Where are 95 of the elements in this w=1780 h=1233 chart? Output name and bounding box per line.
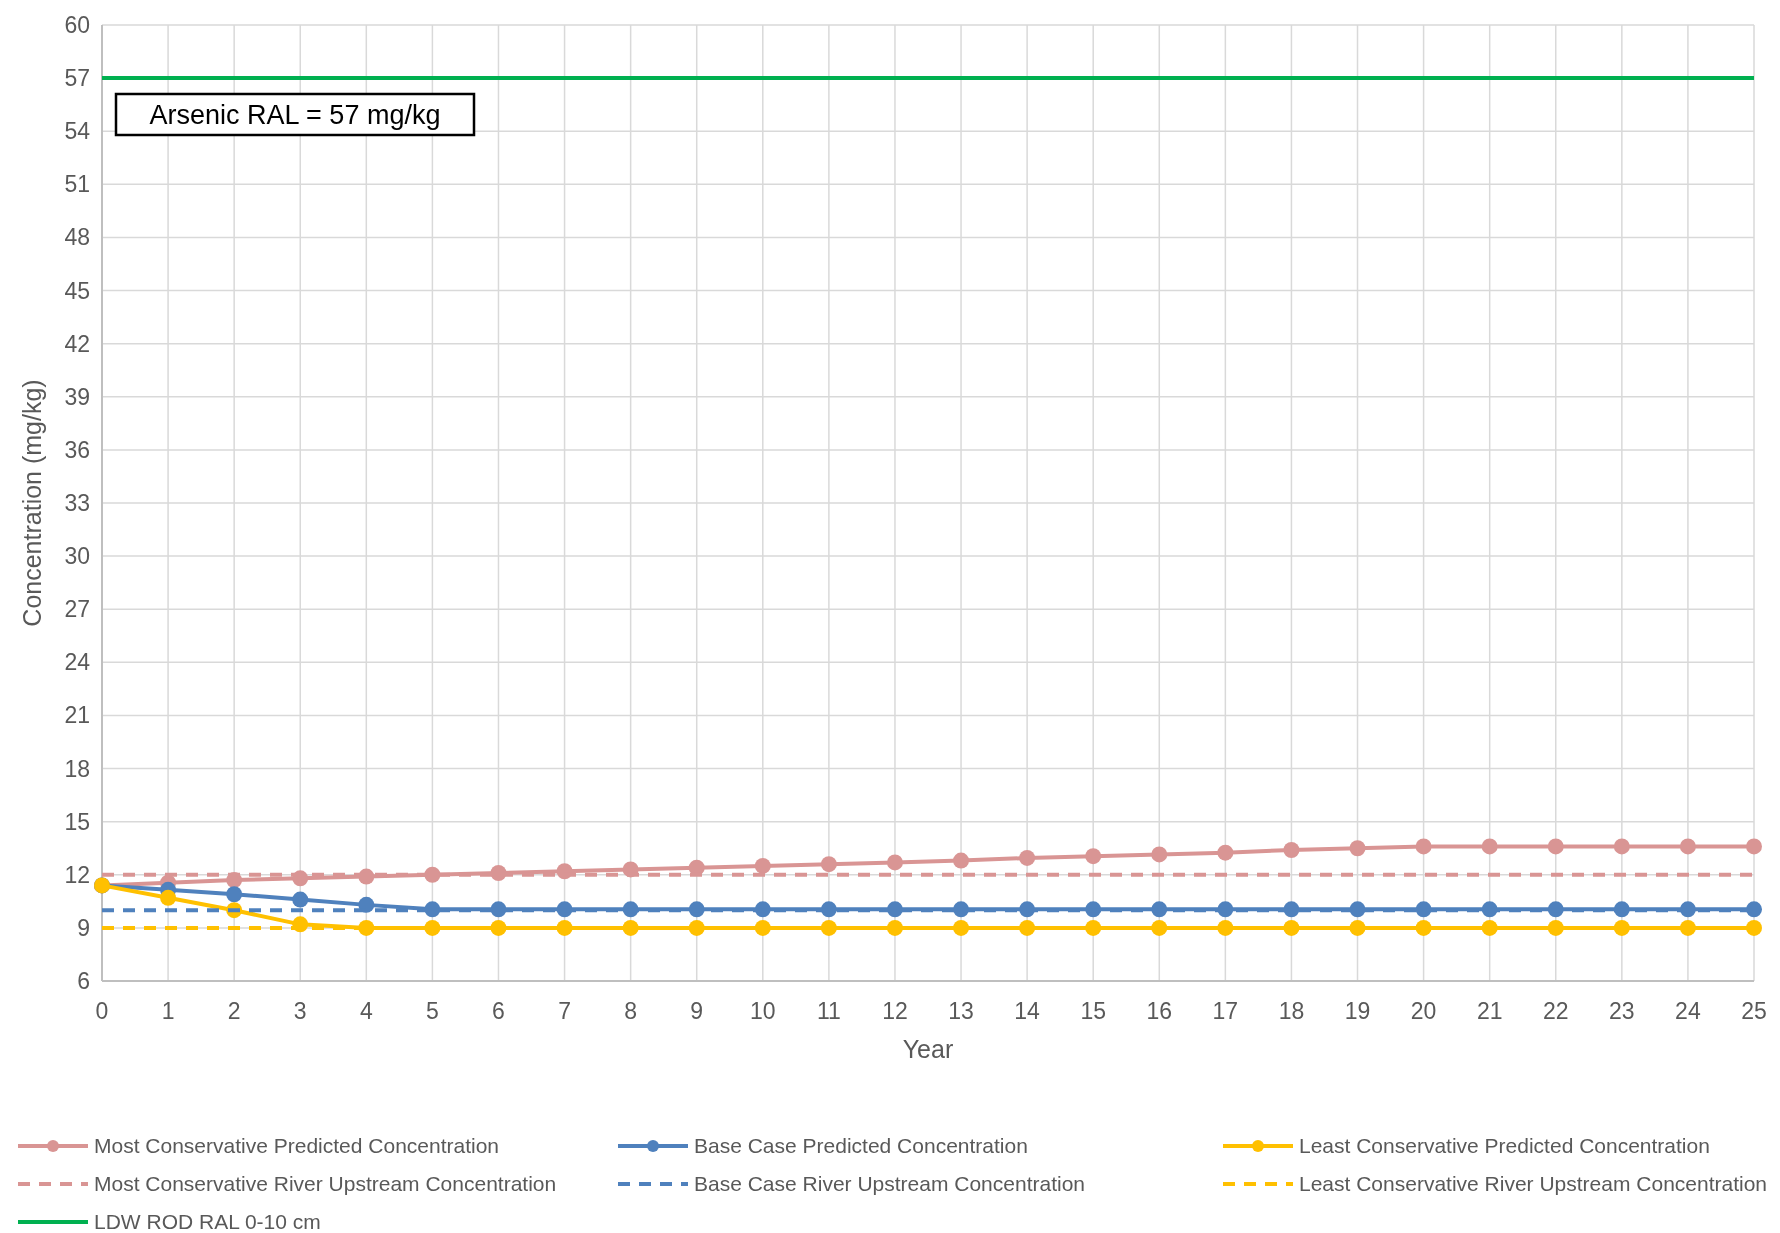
point [160,889,177,906]
y-tick-label: 30 [64,543,90,570]
y-tick-label: 51 [64,171,90,198]
point [1746,919,1762,936]
point [953,919,970,936]
point [622,919,639,936]
x-tick-label: 24 [1675,998,1701,1024]
point [1481,838,1498,855]
x-tick-label: 10 [750,998,776,1024]
y-tick-label: 27 [64,596,90,623]
point [1679,838,1696,855]
legend-label: Base Case River Upstream Concentration [694,1172,1086,1196]
y-tick-label: 6 [77,968,90,995]
x-tick-label: 4 [359,998,373,1024]
point [1085,848,1102,865]
point [1019,849,1036,866]
y-tick-label: 42 [64,330,90,357]
y-tick-label: 60 [64,12,90,39]
y-tick-label: 15 [64,808,90,835]
x-tick-label: 2 [227,998,241,1024]
point [1415,919,1432,936]
x-tick-label: 18 [1278,998,1305,1024]
x-tick-label: 6 [492,998,505,1024]
x-tick-label: 22 [1542,998,1569,1024]
point [1019,919,1036,936]
point [490,919,507,936]
x-tick-label: 17 [1212,998,1239,1024]
x-tick-label: 19 [1344,998,1371,1024]
point [820,856,837,873]
x-tick-label: 14 [1014,998,1041,1024]
point [424,919,441,936]
point [1679,919,1696,936]
y-tick-label: 36 [64,436,90,463]
x-tick-label: 21 [1476,998,1503,1024]
x-tick-label: 0 [95,998,109,1024]
y-tick-label: 24 [64,649,91,676]
point [1085,919,1102,936]
y-tick-label: 54 [64,118,91,145]
y-tick-label: 12 [64,861,90,888]
x-tick-label: 23 [1609,998,1635,1024]
y-tick-label: 39 [64,383,90,410]
point [556,919,573,936]
point [1283,919,1300,936]
x-tick-label: 7 [558,998,571,1024]
y-tick-label: 18 [64,755,90,782]
point [886,919,903,936]
point [754,919,771,936]
x-tick-label: 12 [882,998,908,1024]
point [820,919,837,936]
x-tick-label: 20 [1410,998,1437,1024]
legend-label: Least Conservative River Upstream Concentration [1299,1172,1768,1196]
x-tick-label: 15 [1080,998,1106,1024]
legend-label: Least Conservative Predicted Concentration [1299,1134,1710,1158]
x-tick-label: 11 [816,998,841,1024]
annotation: Arsenic RAL = 57 mg/kg [149,100,441,131]
y-tick-label: 33 [64,490,90,517]
y-tick-label: 45 [64,277,90,304]
y-tick-label: 21 [64,702,90,729]
x-tick-label: 5 [426,998,439,1024]
x-axis-title: Year [902,1035,954,1063]
y-tick-label: 57 [64,65,90,92]
x-tick-label: 25 [1741,998,1767,1024]
point [1746,838,1762,855]
y-tick-label: 48 [64,224,90,251]
point [226,886,243,903]
legend-label: Most Conservative River Upstream Concentration [94,1172,557,1196]
point [1547,919,1564,936]
point [754,857,771,874]
legend-label: Most Conservative Predicted Concentration [94,1134,500,1158]
point [1349,840,1366,857]
point [1613,838,1630,855]
x-tick-label: 16 [1146,998,1173,1024]
point [953,852,970,869]
x-tick-label: 13 [948,998,974,1024]
point [292,891,309,908]
legend-label: LDW ROD RAL 0-10 cm [94,1210,321,1233]
point [1283,841,1300,858]
x-tick-label: 1 [161,998,175,1024]
y-axis-title: Concentration (mg/kg) [18,379,46,627]
x-tick-label: 3 [293,998,307,1024]
point [688,919,705,936]
point [1613,919,1630,936]
point [1481,919,1498,936]
y-tick-label: 9 [77,914,90,941]
point [886,854,903,871]
x-tick-label: 9 [690,998,704,1024]
point [1349,919,1366,936]
x-tick-label: 8 [624,998,638,1024]
legend-label: Base Case Predicted Concentration [694,1134,1028,1158]
point [1151,846,1168,863]
point [1217,844,1234,861]
point [1547,838,1564,855]
point [1151,919,1168,936]
point [1217,919,1234,936]
point [1415,838,1432,855]
